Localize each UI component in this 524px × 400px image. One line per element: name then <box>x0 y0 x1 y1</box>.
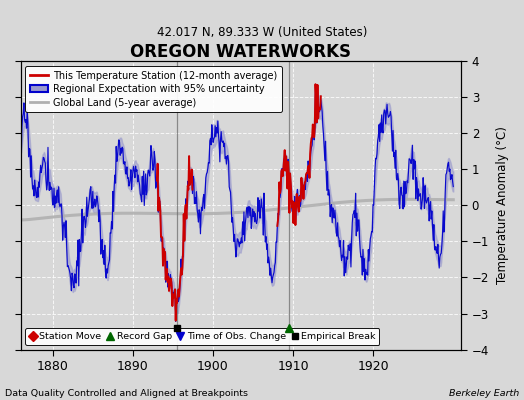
Title: OREGON WATERWORKS: OREGON WATERWORKS <box>130 43 352 61</box>
Text: 42.017 N, 89.333 W (United States): 42.017 N, 89.333 W (United States) <box>157 26 367 39</box>
Text: Berkeley Earth: Berkeley Earth <box>449 389 519 398</box>
Text: Data Quality Controlled and Aligned at Breakpoints: Data Quality Controlled and Aligned at B… <box>5 389 248 398</box>
Legend: Station Move, Record Gap, Time of Obs. Change, Empirical Break: Station Move, Record Gap, Time of Obs. C… <box>25 328 379 345</box>
Y-axis label: Temperature Anomaly (°C): Temperature Anomaly (°C) <box>496 126 509 284</box>
